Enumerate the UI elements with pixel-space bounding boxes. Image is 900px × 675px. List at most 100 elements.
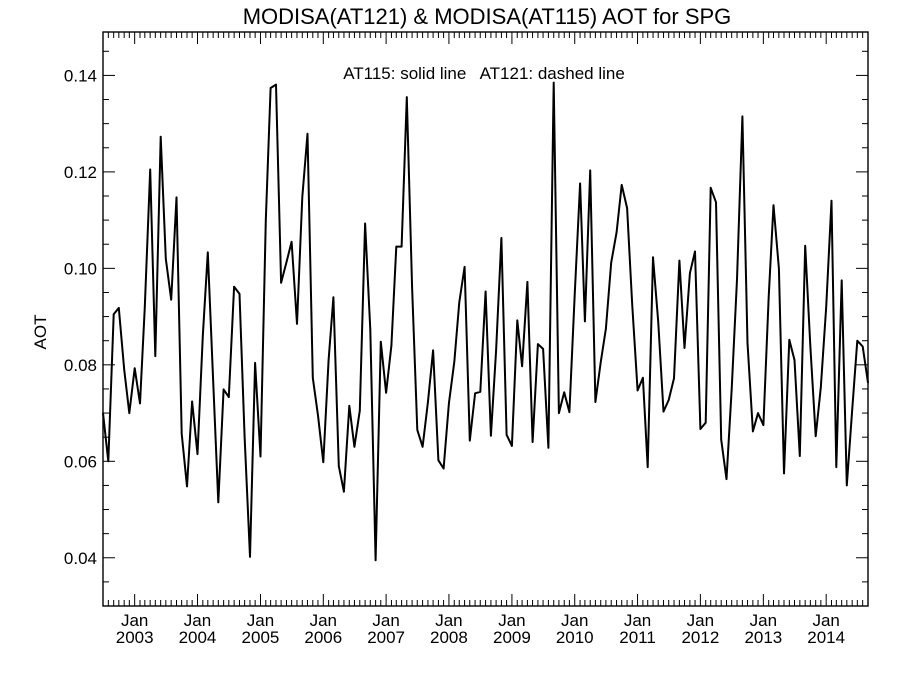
data-point xyxy=(615,231,618,233)
data-point xyxy=(233,285,235,288)
plot-frame xyxy=(102,31,869,607)
data-point xyxy=(778,267,780,270)
data-point xyxy=(411,286,413,289)
data-point xyxy=(757,412,759,414)
data-point xyxy=(699,428,702,430)
data-point xyxy=(631,303,634,306)
data-point xyxy=(385,392,387,394)
data-point xyxy=(568,411,571,413)
data-point xyxy=(652,256,654,259)
chart-title: MODISA(AT121) & MODISA(AT115) AOT for SP… xyxy=(243,4,732,29)
data-point xyxy=(799,455,801,457)
data-point xyxy=(275,83,277,86)
data-point xyxy=(317,414,319,417)
data-point xyxy=(290,241,293,243)
data-point xyxy=(222,388,225,391)
data-point xyxy=(793,359,796,361)
data-point xyxy=(605,327,607,330)
data-point xyxy=(322,461,325,464)
series-layer xyxy=(102,81,869,562)
data-point xyxy=(265,219,267,221)
data-point xyxy=(526,281,529,283)
data-point xyxy=(306,132,309,135)
data-point xyxy=(736,278,738,281)
data-point xyxy=(620,184,623,186)
data-point xyxy=(490,434,492,437)
data-point xyxy=(646,466,649,468)
data-point xyxy=(202,335,204,337)
data-point xyxy=(269,87,272,89)
data-point xyxy=(762,424,765,426)
data-point xyxy=(678,259,681,262)
x-axis: Jan2003Jan2004Jan2005Jan2006Jan2007Jan20… xyxy=(102,32,869,647)
data-point xyxy=(856,339,859,342)
data-point xyxy=(558,412,560,414)
data-point xyxy=(327,359,330,361)
x-tick-label-month: Jan xyxy=(310,611,337,630)
data-point xyxy=(479,391,482,393)
data-point xyxy=(165,257,167,260)
data-point xyxy=(416,429,419,431)
y-tick-label: 0.08 xyxy=(64,356,97,375)
x-tick-label-year: 2009 xyxy=(493,628,531,647)
data-point xyxy=(830,200,833,202)
x-tick-label-year: 2014 xyxy=(807,628,845,647)
data-point xyxy=(107,460,110,463)
x-tick-label-month: Jan xyxy=(184,611,211,630)
data-point xyxy=(783,472,785,475)
data-point xyxy=(840,279,843,282)
x-tick-label-year: 2003 xyxy=(116,628,154,647)
data-point xyxy=(249,556,251,558)
x-tick-label-year: 2005 xyxy=(242,628,280,647)
data-point xyxy=(788,338,791,341)
data-point xyxy=(458,301,461,303)
data-point xyxy=(144,306,146,308)
data-point xyxy=(442,467,445,470)
data-point xyxy=(191,400,193,403)
data-point xyxy=(149,168,151,171)
data-point xyxy=(610,261,613,264)
data-point xyxy=(390,344,393,347)
x-tick-label-month: Jan xyxy=(121,611,148,630)
data-point xyxy=(139,402,141,405)
x-tick-label-year: 2007 xyxy=(367,628,405,647)
data-point xyxy=(767,296,770,298)
data-point xyxy=(594,401,597,403)
x-tick-label-month: Jan xyxy=(750,611,777,630)
data-point xyxy=(689,272,691,274)
data-point xyxy=(563,391,566,394)
data-point xyxy=(228,396,230,398)
data-point xyxy=(364,222,366,225)
series-style-annotation: AT115: solid line AT121: dashed line xyxy=(343,64,625,83)
y-axis-label: AOT xyxy=(31,315,50,350)
data-point xyxy=(683,347,686,349)
data-point xyxy=(825,306,827,308)
data-point xyxy=(537,343,539,345)
data-point xyxy=(542,348,544,350)
x-tick-label-year: 2010 xyxy=(556,628,594,647)
data-point xyxy=(846,484,848,487)
data-point xyxy=(301,196,304,198)
data-point xyxy=(285,261,288,263)
data-point xyxy=(296,323,298,325)
data-point xyxy=(531,441,534,443)
data-point xyxy=(112,313,115,315)
data-point xyxy=(642,377,644,379)
data-point xyxy=(379,340,382,343)
data-point xyxy=(259,455,262,458)
data-point xyxy=(280,282,282,284)
x-tick-label-year: 2004 xyxy=(179,628,217,647)
data-point xyxy=(395,245,398,248)
data-point xyxy=(437,459,440,462)
data-point xyxy=(212,378,214,381)
data-point xyxy=(353,446,356,448)
data-point xyxy=(196,453,199,455)
x-tick-label-month: Jan xyxy=(372,611,399,630)
data-point xyxy=(505,433,508,436)
data-point xyxy=(867,381,869,384)
data-point xyxy=(332,296,335,299)
data-point xyxy=(694,250,696,253)
data-point xyxy=(405,96,408,98)
data-point xyxy=(835,466,838,468)
y-tick-label: 0.12 xyxy=(64,163,97,182)
